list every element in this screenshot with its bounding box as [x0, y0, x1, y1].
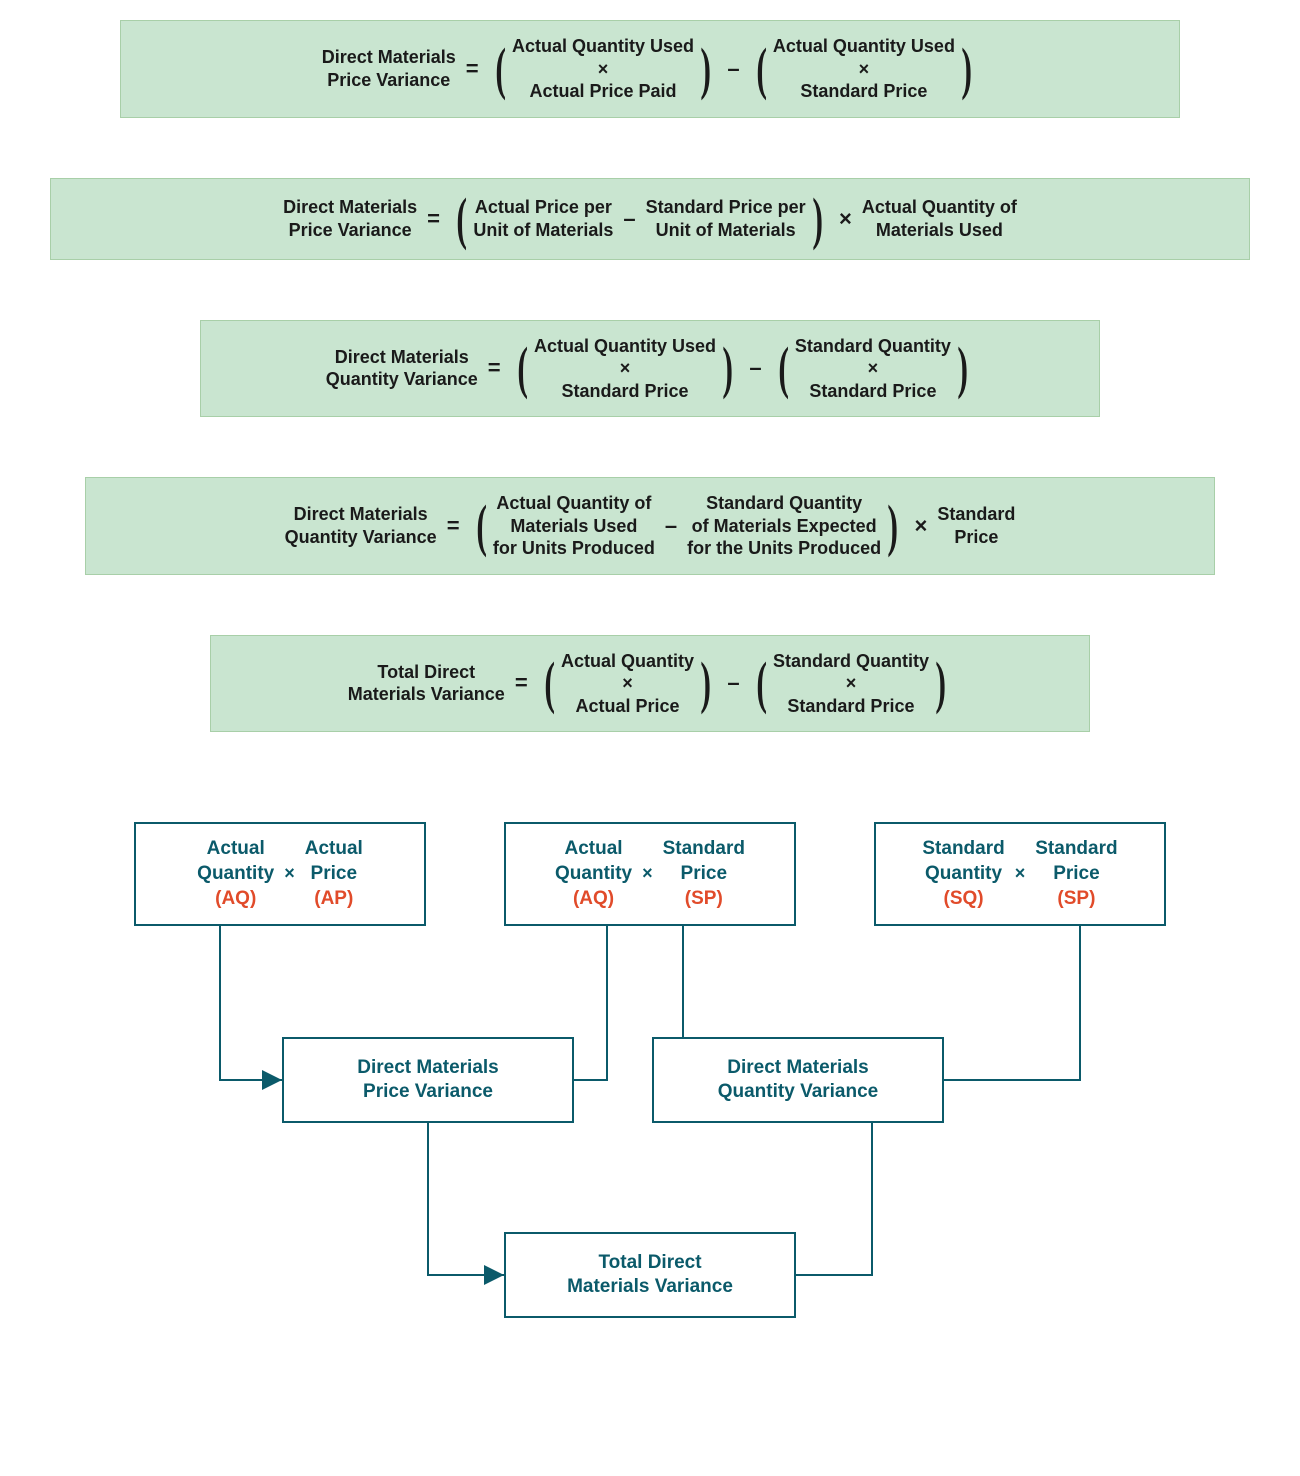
paren-open: ( [755, 657, 768, 709]
paren-open: ( [475, 500, 488, 552]
paren-close: ) [721, 342, 734, 394]
operator: – [717, 670, 749, 696]
formula-box-0: Direct MaterialsPrice Variance=(Actual Q… [120, 20, 1180, 118]
formula-term: Standard Quantity×Standard Price [795, 335, 951, 403]
formula-box-4: Total DirectMaterials Variance=(Actual Q… [210, 635, 1090, 733]
paren-close: ) [956, 342, 969, 394]
abbreviation: (SQ) [944, 887, 984, 912]
flow-bottom-node: Total DirectMaterials Variance [504, 1232, 796, 1318]
flow-top-node-1: ActualQuantity(AQ)×StandardPrice(SP) [504, 822, 796, 926]
multiply-sign: × [632, 862, 663, 885]
flow-term: StandardPrice(SP) [1035, 837, 1117, 911]
formula-term: Actual Price perUnit of Materials [473, 196, 613, 241]
paren-close: ) [960, 43, 973, 95]
paren-open: ( [777, 342, 790, 394]
paren-open: ( [543, 657, 556, 709]
flow-edge [220, 926, 282, 1080]
formula-term: Actual Quantity Used×Actual Price Paid [512, 35, 694, 103]
flow-edge [944, 926, 1080, 1080]
operator: – [739, 355, 771, 381]
formula-box-1: Direct MaterialsPrice Variance=(Actual P… [50, 178, 1250, 260]
operator: – [717, 56, 749, 82]
formula-box-2: Direct MaterialsQuantity Variance=(Actua… [200, 320, 1100, 418]
multiply-sign: × [1005, 862, 1036, 885]
operator: – [655, 513, 687, 539]
formula-term: Actual Quantity ofMaterials Used [862, 196, 1017, 241]
paren-open: ( [494, 43, 507, 95]
formula-term: StandardPrice [937, 503, 1015, 548]
equals-sign: = [437, 513, 470, 539]
formula-lhs: Direct MaterialsQuantity Variance [285, 503, 437, 548]
flow-term: StandardPrice(SP) [663, 837, 745, 911]
flow-term: ActualQuantity(AQ) [197, 837, 274, 911]
abbreviation: (SP) [685, 887, 723, 912]
flow-top-node-0: ActualQuantity(AQ)×ActualPrice(AP) [134, 822, 426, 926]
formula-lhs: Direct MaterialsPrice Variance [283, 196, 417, 241]
paren-open: ( [516, 342, 529, 394]
formula-term: Actual Quantity Used×Standard Price [534, 335, 716, 403]
flow-term: ActualQuantity(AQ) [555, 837, 632, 911]
flow-mid-node-1: Direct MaterialsQuantity Variance [652, 1037, 944, 1123]
formula-term: Standard Price perUnit of Materials [646, 196, 806, 241]
formula-term: Actual Quantity ofMaterials Usedfor Unit… [493, 492, 655, 560]
operator: – [613, 206, 645, 232]
flow-term: StandardQuantity(SQ) [922, 837, 1004, 911]
formula-box-3: Direct MaterialsQuantity Variance=(Actua… [85, 477, 1215, 575]
abbreviation: (AP) [314, 887, 353, 912]
equals-sign: = [456, 56, 489, 82]
operator: × [829, 206, 862, 232]
paren-close: ) [886, 500, 899, 552]
formula-term: Standard Quantityof Materials Expectedfo… [687, 492, 881, 560]
operator: × [904, 513, 937, 539]
formula-lhs: Total DirectMaterials Variance [348, 661, 505, 706]
paren-open: ( [755, 43, 768, 95]
flow-mid-node-0: Direct MaterialsPrice Variance [282, 1037, 574, 1123]
formula-term: Actual Quantity×Actual Price [561, 650, 694, 718]
equals-sign: = [478, 355, 511, 381]
paren-close: ) [699, 657, 712, 709]
abbreviation: (SP) [1057, 887, 1095, 912]
paren-close: ) [934, 657, 947, 709]
formula-term: Standard Quantity×Standard Price [773, 650, 929, 718]
multiply-sign: × [274, 862, 305, 885]
equals-sign: = [417, 206, 450, 232]
paren-open: ( [455, 193, 468, 245]
equals-sign: = [505, 670, 538, 696]
flow-edge [428, 1123, 504, 1275]
paren-close: ) [699, 43, 712, 95]
abbreviation: (AQ) [573, 887, 614, 912]
formula-lhs: Direct MaterialsPrice Variance [322, 46, 456, 91]
flow-edge [574, 926, 607, 1080]
paren-close: ) [811, 193, 824, 245]
flow-top-node-2: StandardQuantity(SQ)×StandardPrice(SP) [874, 822, 1166, 926]
formula-lhs: Direct MaterialsQuantity Variance [326, 346, 478, 391]
flow-term: ActualPrice(AP) [305, 837, 363, 911]
abbreviation: (AQ) [215, 887, 256, 912]
formula-term: Actual Quantity Used×Standard Price [773, 35, 955, 103]
flow-edge [796, 1123, 872, 1275]
